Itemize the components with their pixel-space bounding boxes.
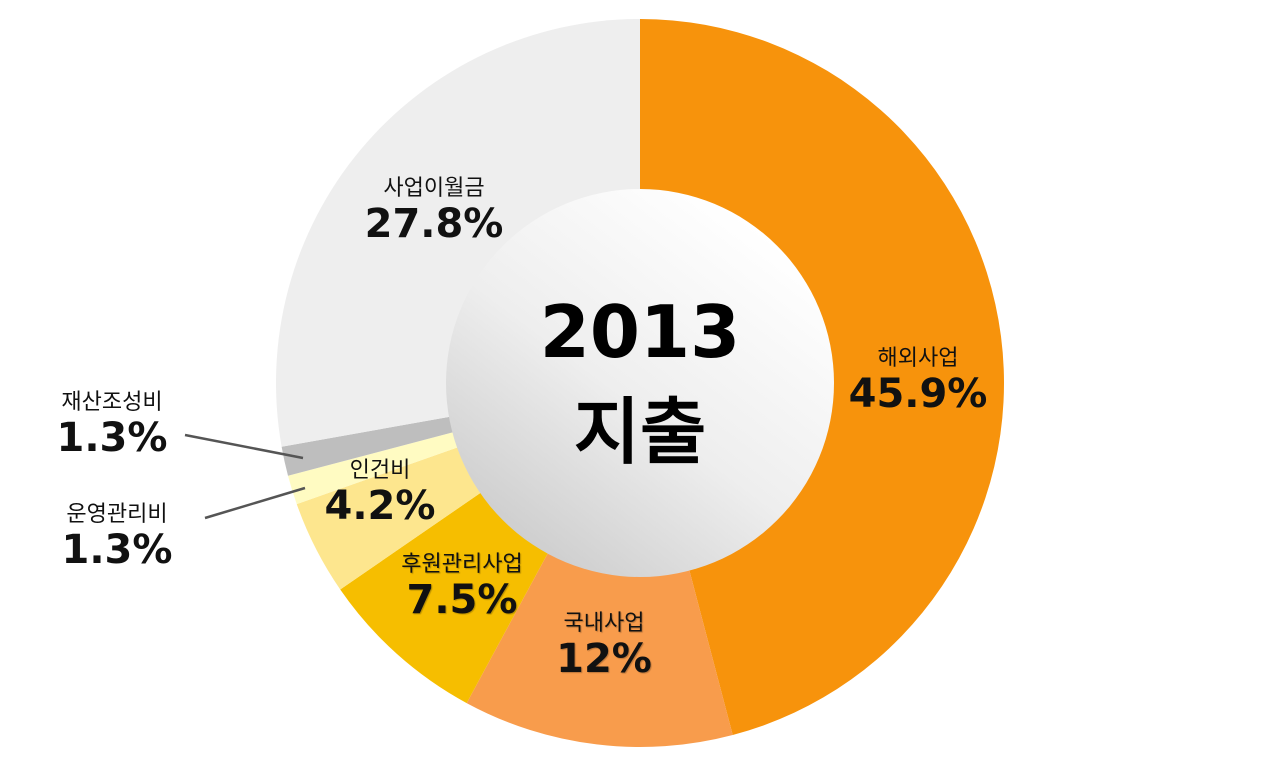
slice-name: 사업이월금 [383, 176, 485, 201]
slice-label-해외사업: 해외사업 45.9% [849, 340, 988, 416]
leader-line-재산조성비 [184, 433, 304, 460]
slice-label-재산조성비: 재산조성비 1.3% [57, 384, 168, 460]
slice-label-운영관리비: 운영관리비 1.3% [62, 496, 173, 572]
slice-value: 7.5% [406, 577, 518, 623]
slice-value: 4.2% [324, 483, 436, 529]
slice-value: 45.9% [848, 371, 988, 417]
slice-name: 국내사업 [563, 611, 645, 636]
slice-value: 27.8% [364, 201, 504, 247]
donut-center [446, 189, 834, 577]
slice-name: 재산조성비 [61, 390, 163, 415]
leader-line-운영관리비 [204, 486, 306, 520]
slice-label-사업이월금: 사업이월금 27.8% [365, 170, 504, 246]
slice-name: 해외사업 [877, 346, 959, 371]
center-subtitle: 지출 [573, 390, 707, 474]
slice-label-국내사업: 국내사업 12% [556, 605, 652, 681]
slice-name: 후원관리사업 [401, 552, 523, 577]
center-label: 2013 지출 [540, 282, 740, 482]
slice-value: 1.3% [61, 527, 173, 573]
center-year: 2013 [539, 290, 741, 374]
slice-value: 12% [556, 636, 652, 682]
slice-label-인건비: 인건비 4.2% [325, 452, 436, 528]
slice-value: 1.3% [56, 415, 168, 461]
slice-name: 인건비 [349, 458, 411, 483]
slice-name: 운영관리비 [66, 502, 168, 527]
slice-label-후원관리사업: 후원관리사업 7.5% [401, 546, 522, 622]
